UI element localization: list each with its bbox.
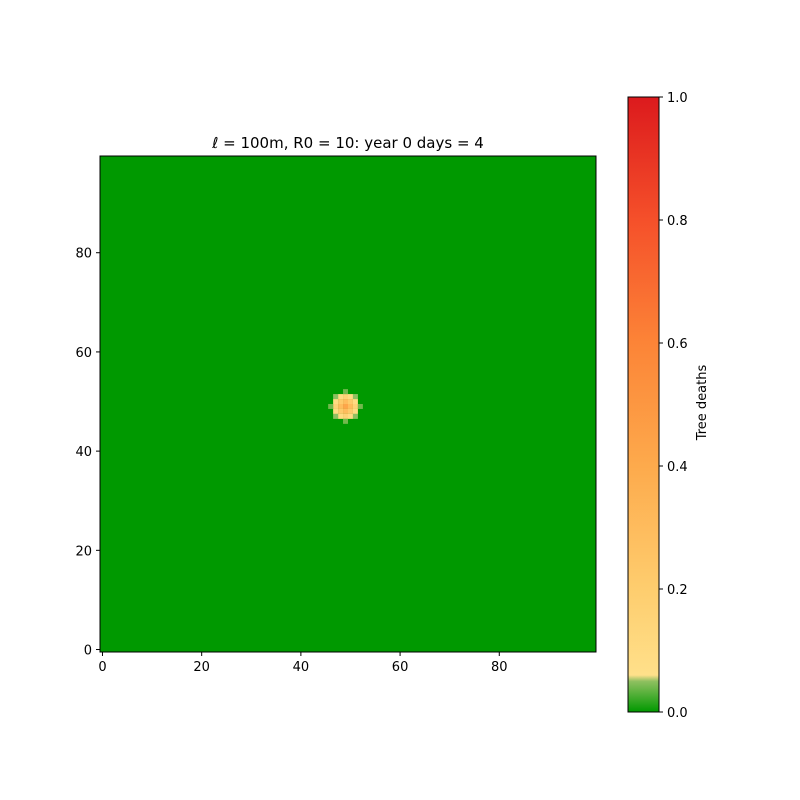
heatmap-hotspot <box>328 389 363 424</box>
heatmap-cell <box>338 404 344 409</box>
chart-title: ℓ = 100m, R0 = 10: year 0 days = 4 <box>211 134 484 152</box>
heatmap-cell <box>338 413 344 419</box>
colorbar-tick-label: 0.4 <box>667 460 688 475</box>
colorbar-gradient <box>628 97 659 712</box>
plot-frame <box>99 155 597 653</box>
heatmap-cell <box>357 404 363 409</box>
heatmap-cell <box>328 404 334 409</box>
heatmap-cell <box>343 404 348 409</box>
x-tick-label: 20 <box>193 660 210 675</box>
x-tick-label: 40 <box>293 660 310 675</box>
heatmap-cell <box>348 394 353 400</box>
heatmap-cell <box>343 399 348 404</box>
heatmap-cell <box>338 408 344 414</box>
y-tick-label: 20 <box>75 544 92 559</box>
y-tick-label: 60 <box>75 346 92 361</box>
x-tick-label: 80 <box>491 660 508 675</box>
colorbar-label: Tree deaths <box>695 365 710 442</box>
x-tick-label: 0 <box>98 660 106 675</box>
heatmap-cell <box>352 408 358 414</box>
colorbar: 0.0 0.2 0.4 0.6 0.8 1.0 Tree deaths <box>627 91 710 721</box>
y-tick-label: 80 <box>75 247 92 262</box>
colorbar-tick-label: 0.8 <box>667 214 688 229</box>
heatmap-cell <box>333 413 339 419</box>
colorbar-tick-label: 1.0 <box>667 91 688 106</box>
y-axis: 0 20 40 60 80 <box>75 247 100 659</box>
heatmap-cell <box>333 394 339 400</box>
heatmap-cell <box>348 399 353 404</box>
heatmap-cell <box>343 394 348 400</box>
heatmap-cell <box>333 408 339 414</box>
y-tick-label: 40 <box>75 445 92 460</box>
colorbar-tick-label: 0.2 <box>667 583 688 598</box>
heatmap-cell <box>352 399 358 404</box>
heatmap-cell <box>348 413 353 419</box>
heatmap-cell <box>343 389 348 395</box>
heatmap-cell <box>333 404 339 409</box>
heatmap-cell <box>352 394 358 400</box>
heatmap-cell <box>343 418 348 424</box>
colorbar-ticks: 0.0 0.2 0.4 0.6 0.8 1.0 <box>659 91 688 721</box>
y-tick-label: 0 <box>84 644 92 659</box>
heatmap-cell <box>352 413 358 419</box>
heatmap-cell <box>343 413 348 419</box>
x-axis: 0 20 40 60 80 <box>98 652 508 675</box>
heatmap-cell <box>333 399 339 404</box>
heatmap-cell <box>343 408 348 414</box>
heatmap-cell <box>338 399 344 404</box>
x-tick-label: 60 <box>392 660 409 675</box>
heatmap-cell <box>352 404 358 409</box>
heatmap-cell <box>348 408 353 414</box>
colorbar-tick-label: 0.6 <box>667 337 688 352</box>
colorbar-frame <box>627 96 660 713</box>
colorbar-tick-label: 0.0 <box>667 706 688 721</box>
heatmap <box>99 155 597 653</box>
heatmap-cell <box>348 404 353 409</box>
heatmap-cell <box>338 394 344 400</box>
